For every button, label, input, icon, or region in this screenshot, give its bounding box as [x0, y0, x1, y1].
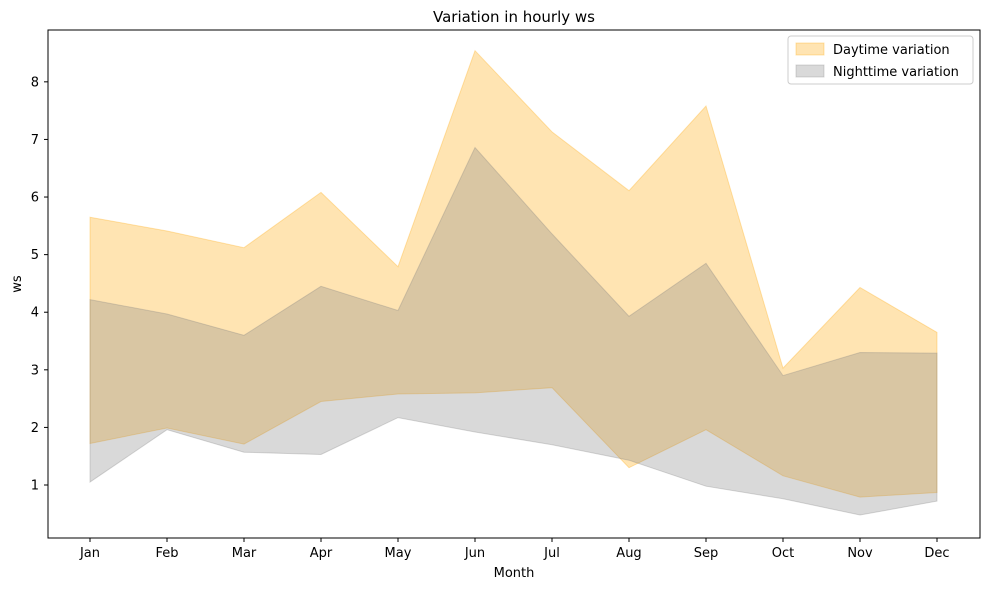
plot-area-frame	[47, 29, 981, 539]
x-tick-label: Jun	[464, 546, 485, 561]
x-axis-label: Month	[494, 566, 535, 581]
x-tick-label: May	[385, 546, 412, 561]
x-tick-label: Jul	[543, 546, 560, 561]
area-band-series-0	[89, 49, 938, 498]
x-tick-label: Aug	[616, 546, 641, 561]
chart-title: Variation in hourly ws	[433, 8, 595, 26]
legend-swatch	[795, 64, 825, 78]
y-tick-label: 2	[31, 421, 39, 436]
legend-entry-label: Daytime variation	[833, 43, 950, 58]
area-band-series-1	[89, 146, 938, 516]
y-tick-label: 7	[31, 133, 39, 148]
x-tick-label: Oct	[772, 546, 794, 561]
legend-swatch	[795, 42, 825, 56]
legend-box	[787, 35, 974, 85]
x-tick-label: Jan	[79, 546, 100, 561]
y-tick-label: 1	[31, 479, 39, 494]
y-tick-label: 3	[31, 363, 39, 378]
y-tick-label: 4	[31, 306, 39, 321]
area-layer	[89, 49, 938, 516]
y-tick-label: 6	[31, 191, 39, 206]
y-axis-label: ws	[10, 275, 25, 293]
x-tick-label: Dec	[924, 546, 949, 561]
x-axis: Jan Feb Mar Apr May Jun Jul Aug Sep Oct Nov Dec	[79, 538, 950, 561]
y-tick-label: 5	[31, 248, 39, 263]
legend-entry-label: Nighttime variation	[833, 65, 959, 80]
legend: Daytime variation Nighttime variation	[787, 35, 974, 85]
x-tick-label: Feb	[155, 546, 178, 561]
x-tick-label: Mar	[232, 546, 257, 561]
x-tick-label: Sep	[694, 546, 719, 561]
y-tick-label: 8	[31, 75, 39, 90]
x-tick-label: Apr	[310, 546, 333, 561]
y-axis: 1 2 3 4 5 6 7 8	[31, 75, 48, 494]
x-tick-label: Nov	[847, 546, 873, 561]
